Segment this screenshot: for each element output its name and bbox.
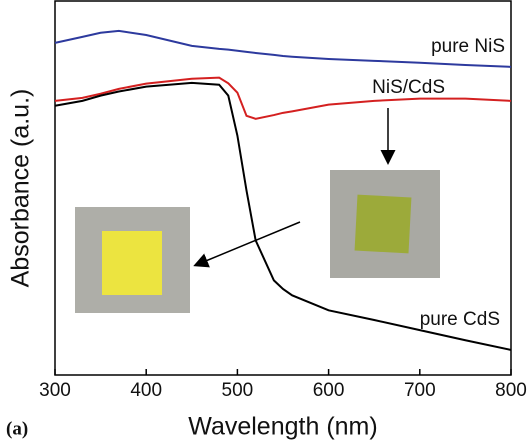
arrow	[193, 221, 301, 268]
x-tick-label: 300	[39, 380, 71, 401]
x-tick-label: 700	[404, 380, 436, 401]
sample	[102, 231, 162, 295]
series-label: pure CdS	[420, 309, 500, 330]
x-tick-label: 800	[495, 380, 527, 401]
line-series	[54, 29, 512, 68]
series-label: pure NiS	[431, 36, 505, 57]
y-axis-label: Absorbance (a.u.)	[7, 89, 35, 288]
line-series	[54, 81, 512, 351]
series-label: NiS/CdS	[372, 77, 445, 98]
x-tick-label: 600	[313, 380, 345, 401]
line-series	[54, 76, 512, 120]
panel-label: (a)	[6, 418, 28, 439]
plot-frame	[54, 0, 512, 376]
x-tick-label: 500	[222, 380, 254, 401]
inset-nis-cds	[330, 170, 440, 278]
x-tick-label: 400	[130, 380, 162, 401]
inset-cds	[75, 207, 190, 313]
sample	[354, 194, 412, 254]
x-axis-label: Wavelength (nm)	[188, 413, 377, 441]
